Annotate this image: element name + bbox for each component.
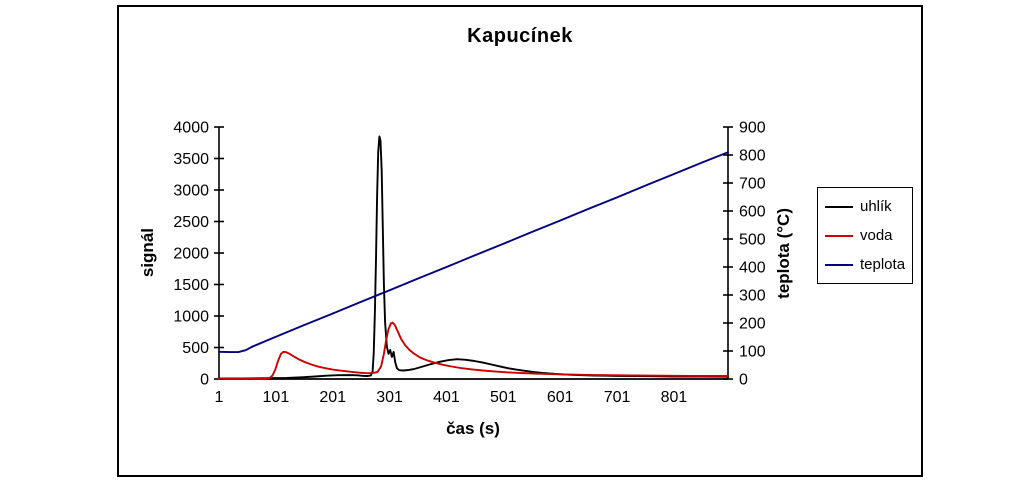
y-right-tick-label: 400	[739, 260, 766, 277]
x-tick-label: 301	[376, 389, 403, 406]
y-left-tick-label: 1500	[173, 277, 209, 294]
legend-label-uhlik: uhlík	[860, 198, 892, 215]
legend-label-teplota: teplota	[860, 256, 906, 273]
x-axis-title: čas (s)	[446, 419, 500, 438]
series-uhlík	[218, 135, 729, 380]
y-left-tick-label: 2500	[173, 214, 209, 231]
voda-line-swatch	[825, 234, 853, 237]
y-right-tick-label: 600	[739, 204, 766, 221]
legend-label-voda: voda	[860, 227, 893, 244]
y-left-tick-label: 3000	[173, 183, 209, 200]
x-tick-label: 701	[604, 389, 631, 406]
x-tick-label: 401	[433, 389, 460, 406]
uhlik-line-swatch	[825, 205, 853, 208]
y-right-tick-label: 0	[739, 372, 748, 389]
legend-item-uhlik: uhlík	[825, 199, 908, 214]
chart-frame: 0 500 1000 1500 2000 2500 3000 3500 4000 0 100 200 3…	[117, 5, 923, 477]
y-left-tick-label: 500	[182, 340, 209, 357]
y-left-tick-label: 0	[200, 372, 209, 389]
y-right-axis-title: teplota (°C)	[774, 207, 793, 299]
y-left-axis-title-box: signál	[135, 127, 161, 379]
y-left-tick-label: 3500	[173, 151, 209, 168]
y-right-tick-label: 200	[739, 316, 766, 333]
teplota-line-swatch	[825, 263, 853, 266]
x-tick-label: 801	[661, 389, 688, 406]
y-left-tick-label: 2000	[173, 246, 209, 263]
legend-item-voda: voda	[825, 228, 908, 243]
series-teplota	[218, 151, 729, 354]
y-right-axis-title-box: teplota (°C)	[771, 127, 797, 379]
chart-title: Kapucínek	[467, 25, 573, 47]
legend-item-teplota: teplota	[825, 257, 908, 272]
y-right-tick-label: 800	[739, 148, 766, 165]
y-right-tick-label: 300	[739, 288, 766, 305]
y-right-tick-label: 100	[739, 344, 766, 361]
y-right-tick-label: 900	[739, 120, 766, 137]
x-tick-label: 601	[547, 389, 574, 406]
x-tick-label: 101	[263, 389, 290, 406]
y-left-tick-label: 4000	[173, 120, 209, 137]
y-left-axis-title: signál	[138, 228, 157, 278]
y-right-tick-label: 700	[739, 176, 766, 193]
x-tick-label: 501	[490, 389, 517, 406]
y-left-tick-label: 1000	[173, 309, 209, 326]
series-voda	[218, 321, 729, 380]
legend: uhlík voda teplota	[817, 187, 913, 284]
x-tick-label: 201	[319, 389, 346, 406]
y-right-tick-label: 500	[739, 232, 766, 249]
plot-area: 0500100015002000250030003500400001002003…	[173, 120, 766, 407]
x-tick-label: 1	[215, 389, 224, 406]
